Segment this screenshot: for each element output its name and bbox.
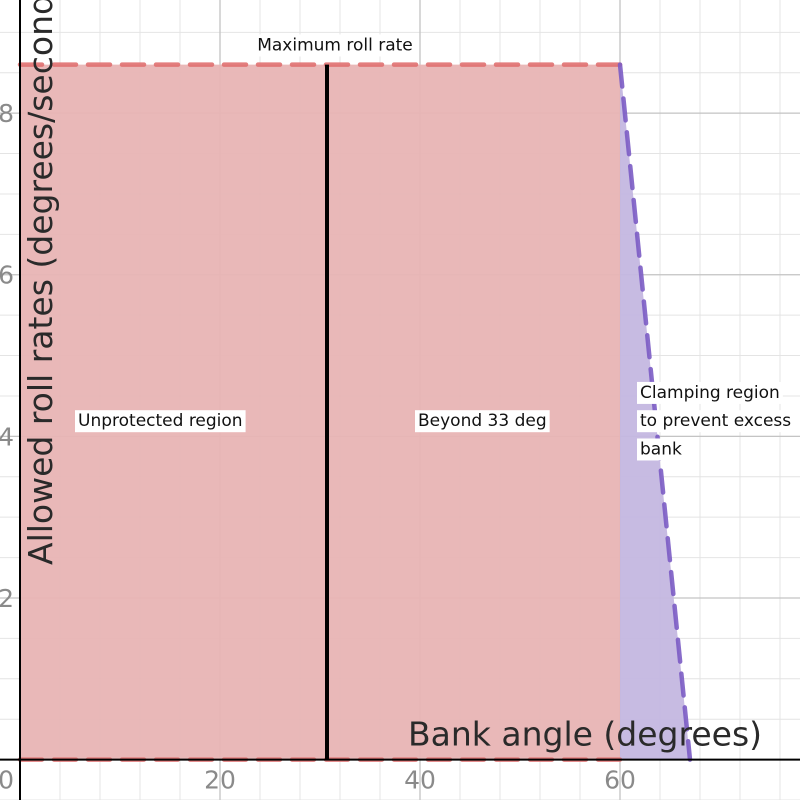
x-tick-label: 20 <box>204 766 236 795</box>
y-tick-label: 4 <box>0 422 14 451</box>
y-tick-label: 2 <box>0 584 14 613</box>
annotation-background <box>637 438 685 461</box>
y-tick-label: 6 <box>0 261 14 290</box>
y-axis-title: Allowed roll rates (degrees/second) <box>21 0 60 565</box>
annotation-background <box>75 410 246 433</box>
annotation-label: to prevent excess <box>640 411 791 431</box>
x-tick-label: 60 <box>604 766 636 795</box>
y-tick-label: 8 <box>0 99 14 128</box>
annotation-background <box>254 34 416 57</box>
annotation-label: bank <box>640 439 682 459</box>
x-axis-title: Bank angle (degrees) <box>408 715 762 754</box>
annotation-label: Clamping region <box>640 383 780 403</box>
x-tick-label: 0 <box>0 766 14 795</box>
annotation-label: Maximum roll rate <box>257 35 413 55</box>
axis-titles: Bank angle (degrees) Allowed roll rates (… <box>21 0 762 754</box>
annotation-label: Beyond 33 deg <box>418 411 547 431</box>
tick-labels: 0 20 40 60 2 4 6 8 <box>0 99 636 794</box>
region-area-1 <box>20 64 620 760</box>
annotations: Maximum roll rate Unprotected region Beyon… <box>75 34 795 461</box>
x-tick-label: 40 <box>404 766 436 795</box>
annotation-background <box>637 381 783 404</box>
annotation-background <box>415 410 550 433</box>
annotation-label: Unprotected region <box>78 411 243 431</box>
annotation-background <box>637 410 795 433</box>
